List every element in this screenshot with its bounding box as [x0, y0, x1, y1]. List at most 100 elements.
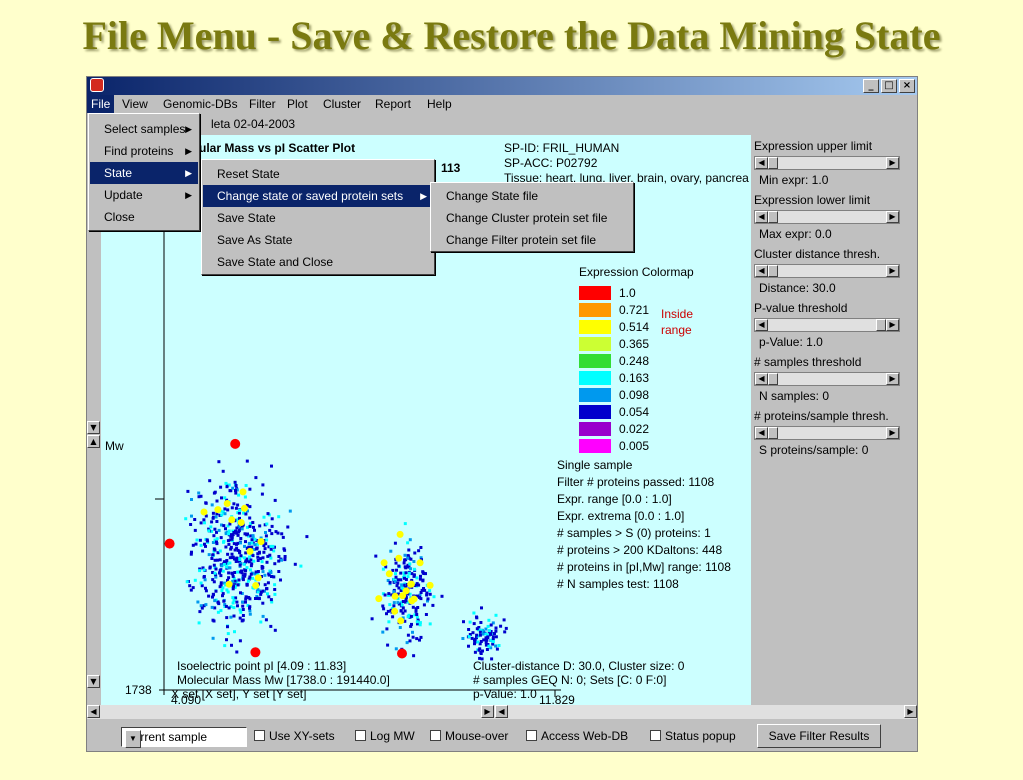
checkbox-box[interactable]	[254, 730, 265, 741]
slider-thumb[interactable]	[768, 373, 778, 385]
menu-item-label: Change State file	[446, 189, 539, 203]
plot-footer-left: Isoelectric point pI [4.09 : 11.83] Mole…	[171, 659, 390, 701]
menu-item-select-samples[interactable]: Select samples ▶	[90, 118, 198, 140]
minimize-button[interactable]: _	[863, 79, 879, 93]
scatter-point	[231, 574, 235, 578]
menu-cluster[interactable]: Cluster	[323, 97, 362, 111]
scatter-point	[212, 593, 215, 597]
scatter-point	[491, 635, 495, 639]
menu-help[interactable]: Help	[427, 97, 452, 111]
arrow-right-icon[interactable]: ▶	[481, 705, 494, 718]
arrow-down-icon[interactable]: ▼	[87, 675, 100, 688]
arrow-up-icon[interactable]: ▲	[87, 435, 100, 448]
mouse-over-checkbox[interactable]: Mouse-over	[430, 729, 508, 743]
scatter-point	[191, 543, 195, 547]
arrow-right-icon[interactable]: ▶	[904, 705, 917, 718]
menu-item-save-state-and-close[interactable]: Save State and Close	[203, 251, 433, 273]
submenu-arrow-icon: ▶	[185, 124, 192, 134]
scatter-point	[199, 494, 203, 498]
menu-item-find-proteins[interactable]: Find proteins ▶	[90, 140, 198, 162]
horizontal-scrollbar[interactable]: ◀ ▶ ◀ ▶	[87, 705, 917, 719]
arrow-right-icon[interactable]: ▶	[886, 319, 899, 331]
scatter-point	[477, 648, 481, 652]
scatter-point	[395, 568, 398, 572]
scatter-point	[273, 592, 277, 596]
slider-thumb[interactable]	[768, 427, 778, 439]
menu-item-close[interactable]: Close	[90, 206, 198, 228]
menu-item-change-state[interactable]: Change state or saved protein sets ▶	[203, 185, 433, 207]
scatter-point	[397, 586, 401, 590]
slider-thumb[interactable]	[768, 265, 778, 277]
menu-item-save-state[interactable]: Save State	[203, 207, 433, 229]
scatter-point	[487, 618, 491, 622]
status-popup-checkbox[interactable]: Status popup	[650, 729, 736, 743]
menu-item-save-as-state[interactable]: Save As State	[203, 229, 433, 251]
menu-item-state[interactable]: State ▶	[90, 162, 198, 184]
checkbox-box[interactable]	[355, 730, 366, 741]
maximize-button[interactable]: □	[881, 79, 897, 93]
arrow-down-icon[interactable]: ▼	[87, 421, 100, 434]
access-web-db-checkbox[interactable]: Access Web-DB	[526, 729, 628, 743]
arrow-left-icon[interactable]: ◀	[755, 373, 768, 385]
scatter-point	[494, 635, 498, 639]
app-icon[interactable]	[90, 78, 104, 92]
arrow-left-icon[interactable]: ◀	[87, 705, 100, 718]
log-mw-checkbox[interactable]: Log MW	[355, 729, 415, 743]
checkbox-box[interactable]	[650, 730, 661, 741]
scatter-point	[423, 588, 427, 592]
arrow-left-icon[interactable]: ◀	[755, 211, 768, 223]
checkbox-box[interactable]	[430, 730, 441, 741]
scatter-point	[226, 625, 229, 629]
submenu-arrow-icon: ▶	[420, 191, 427, 201]
scatter-plot[interactable]	[101, 135, 751, 705]
slider-thumb[interactable]	[876, 319, 886, 331]
scatter-point-highlight	[391, 592, 399, 600]
checkbox-box[interactable]	[526, 730, 537, 741]
scatter-point	[267, 595, 271, 599]
menu-view[interactable]: View	[122, 97, 148, 111]
menu-item-change-filter-file[interactable]: Change Filter protein set file	[432, 229, 632, 251]
use-xy-sets-checkbox[interactable]: Use XY-sets	[254, 729, 335, 743]
save-filter-results-button[interactable]: Save Filter Results	[757, 724, 881, 748]
menu-genomic-dbs[interactable]: Genomic-DBs	[163, 97, 238, 111]
threshold-slider[interactable]: ◀ ▶	[754, 264, 900, 278]
menu-item-change-state-file[interactable]: Change State file	[432, 185, 632, 207]
menu-plot[interactable]: Plot	[287, 97, 308, 111]
threshold-slider[interactable]: ◀ ▶	[754, 426, 900, 440]
arrow-right-icon[interactable]: ▶	[886, 157, 899, 169]
arrow-right-icon[interactable]: ▶	[886, 427, 899, 439]
close-button[interactable]: ×	[899, 79, 915, 93]
threshold-slider[interactable]: ◀ ▶	[754, 156, 900, 170]
menu-item-reset-state[interactable]: Reset State	[203, 163, 433, 185]
menu-report[interactable]: Report	[375, 97, 412, 111]
threshold-slider[interactable]: ◀ ▶	[754, 318, 900, 332]
threshold-slider[interactable]: ◀ ▶	[754, 210, 900, 224]
scatter-point	[402, 571, 406, 575]
scatter-point	[204, 501, 208, 505]
menu-item-label: Reset State	[217, 167, 280, 181]
scatter-point	[245, 533, 249, 537]
arrow-right-icon[interactable]: ▶	[886, 373, 899, 385]
truncated-count: 113	[441, 161, 461, 175]
arrow-left-icon[interactable]: ◀	[755, 319, 768, 331]
slider-thumb[interactable]	[768, 157, 778, 169]
sample-select[interactable]: Current sample ▼	[121, 727, 247, 748]
chevron-down-icon[interactable]: ▼	[125, 730, 141, 748]
arrow-right-icon[interactable]: ▶	[886, 211, 899, 223]
menu-item-change-cluster-file[interactable]: Change Cluster protein set file	[432, 207, 632, 229]
scatter-point	[228, 556, 232, 560]
scatter-point	[231, 587, 235, 591]
arrow-left-icon[interactable]: ◀	[755, 157, 768, 169]
arrow-left-icon[interactable]: ◀	[755, 265, 768, 277]
arrow-left-icon[interactable]: ◀	[495, 705, 508, 718]
slider-thumb[interactable]	[768, 211, 778, 223]
left-scrollbar[interactable]: ▼ ▲ ▼	[87, 135, 101, 705]
scatter-point	[217, 528, 221, 532]
threshold-slider[interactable]: ◀ ▶	[754, 372, 900, 386]
arrow-left-icon[interactable]: ◀	[755, 427, 768, 439]
menu-file[interactable]: File	[87, 95, 115, 113]
colormap-swatch	[579, 405, 611, 419]
arrow-right-icon[interactable]: ▶	[886, 265, 899, 277]
menu-filter[interactable]: Filter	[249, 97, 276, 111]
menu-item-update[interactable]: Update ▶	[90, 184, 198, 206]
